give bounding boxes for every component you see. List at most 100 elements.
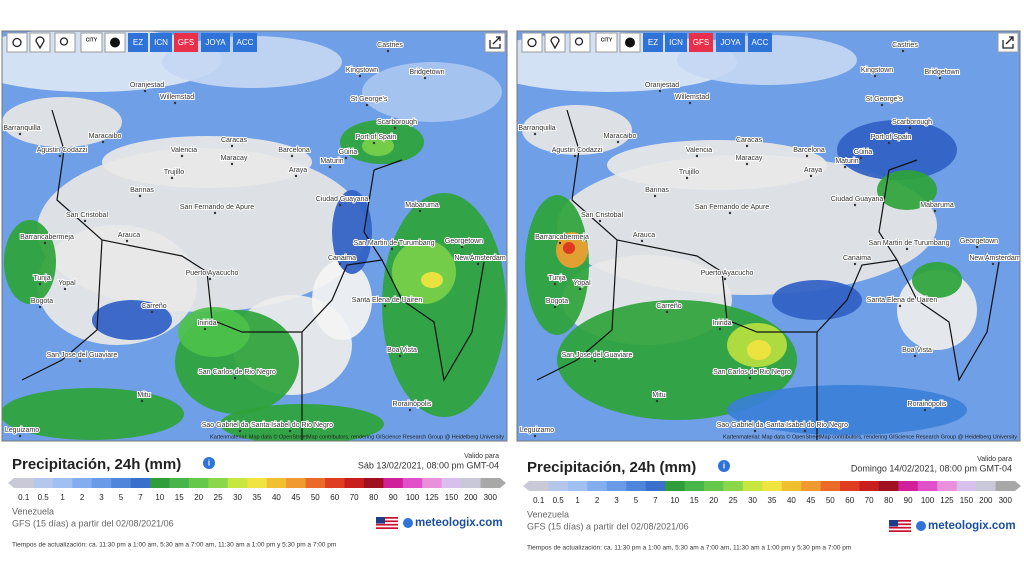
city-dot <box>78 359 82 363</box>
city-dot <box>653 194 657 198</box>
place-label: Inirida <box>712 320 731 327</box>
scale-label: 90 <box>904 496 913 505</box>
tool-button[interactable] <box>569 32 591 53</box>
update-times: Tiempos de actualización: ca. 11:30 pm a… <box>12 542 336 549</box>
city-dot <box>140 399 144 403</box>
border-line <box>21 239 103 381</box>
city-dot <box>803 429 807 433</box>
valid-label: Valido para <box>464 453 499 460</box>
precip-area <box>421 272 443 288</box>
city-dot <box>718 327 722 331</box>
city-icon-label: CITY <box>86 37 98 43</box>
place-label: Tunja <box>33 275 50 282</box>
place-label: Maturin <box>320 158 343 165</box>
model-button[interactable] <box>233 33 257 52</box>
city-dot <box>390 247 394 251</box>
refresh-icon <box>527 37 537 48</box>
tool-button[interactable] <box>521 32 543 53</box>
city-dot <box>809 174 813 178</box>
place-label: Araya <box>289 167 307 174</box>
scale-swatch <box>480 478 501 488</box>
scale-swatch <box>840 481 860 491</box>
city-button[interactable] <box>80 32 103 53</box>
scale-label: 300 <box>999 496 1013 505</box>
place-label: Leguizamo <box>520 427 554 434</box>
scale-label: 3 <box>614 496 619 505</box>
city-dot <box>533 434 537 438</box>
flag-canton <box>376 517 385 524</box>
city-dot <box>173 101 177 105</box>
city-dot <box>386 49 390 53</box>
scale-label: 35 <box>768 496 777 505</box>
panel: Castries Kingstown Bridgetown Oranjestad Wil… <box>516 30 1021 552</box>
place-label: Trujillo <box>164 169 184 176</box>
scale-label: 3 <box>99 493 104 502</box>
city-dot <box>745 144 749 148</box>
scale-swatch <box>995 481 1016 491</box>
scale-swatch <box>684 481 705 491</box>
city-dot <box>688 101 692 105</box>
model-button[interactable] <box>128 33 148 52</box>
scale-label: 0.5 <box>38 493 50 502</box>
brand: meteologix.com <box>928 520 1016 532</box>
city-dot <box>180 154 184 158</box>
model-button-label: ACC <box>237 38 254 47</box>
city-button[interactable] <box>595 32 618 53</box>
scale-swatch <box>14 478 34 488</box>
model-button[interactable] <box>150 33 172 52</box>
place-label: Yopal <box>58 280 76 287</box>
scale-swatch <box>33 478 54 488</box>
city-dot <box>328 165 332 169</box>
city-dot <box>598 219 602 223</box>
precip-area <box>382 193 506 417</box>
place-label: Georgetown <box>445 238 483 245</box>
model-button[interactable] <box>665 33 687 52</box>
region: Venezuela <box>12 506 54 516</box>
precip-area <box>392 240 456 304</box>
tool-button[interactable] <box>6 32 28 53</box>
model-button[interactable] <box>716 33 745 52</box>
scale-swatch <box>781 481 802 491</box>
tool-button[interactable] <box>29 32 51 53</box>
place-label: Georgetown <box>960 238 998 245</box>
flag-stripe <box>376 525 398 528</box>
flag-canton <box>889 520 898 527</box>
city-dot <box>38 282 42 286</box>
info-icon[interactable] <box>203 457 215 469</box>
place-label: Maracaibo <box>604 133 637 140</box>
city-dot <box>578 287 582 291</box>
attribution: Kartenmaterial: Map data © OpenStreetMap… <box>210 433 504 440</box>
city-dot <box>658 89 662 93</box>
scale-label: 7 <box>653 496 658 505</box>
scale-swatch <box>956 481 977 491</box>
precip-area <box>102 136 312 188</box>
city-dot <box>748 376 752 380</box>
model-button[interactable] <box>748 33 772 52</box>
city-dot <box>853 262 857 266</box>
info-icon[interactable] <box>718 460 730 472</box>
tool-button[interactable] <box>54 32 76 53</box>
border-line <box>566 109 899 333</box>
scale-label: 40 <box>787 496 796 505</box>
scale-label: 150 <box>445 493 459 502</box>
precip-area <box>178 307 250 357</box>
city-dot <box>418 209 422 213</box>
model-button[interactable] <box>689 33 713 52</box>
city-dot <box>338 203 342 207</box>
place-label: Willemstad <box>160 94 194 101</box>
city-dot <box>338 262 342 266</box>
precip-area <box>4 220 56 304</box>
scale-label: 150 <box>960 496 974 505</box>
model-button[interactable] <box>201 33 230 52</box>
model-button[interactable] <box>174 33 198 52</box>
panel: Castries Kingstown Bridgetown Oranjestad Wil… <box>1 30 508 549</box>
place-label: Canaima <box>328 255 356 262</box>
city-dot <box>233 376 237 380</box>
tool-button[interactable] <box>544 32 566 53</box>
city-dot <box>238 429 242 433</box>
scale-arrow-left <box>523 481 529 491</box>
model-button[interactable] <box>643 33 663 52</box>
city-dot <box>873 74 877 78</box>
model-button-label: JOYA <box>720 38 741 47</box>
